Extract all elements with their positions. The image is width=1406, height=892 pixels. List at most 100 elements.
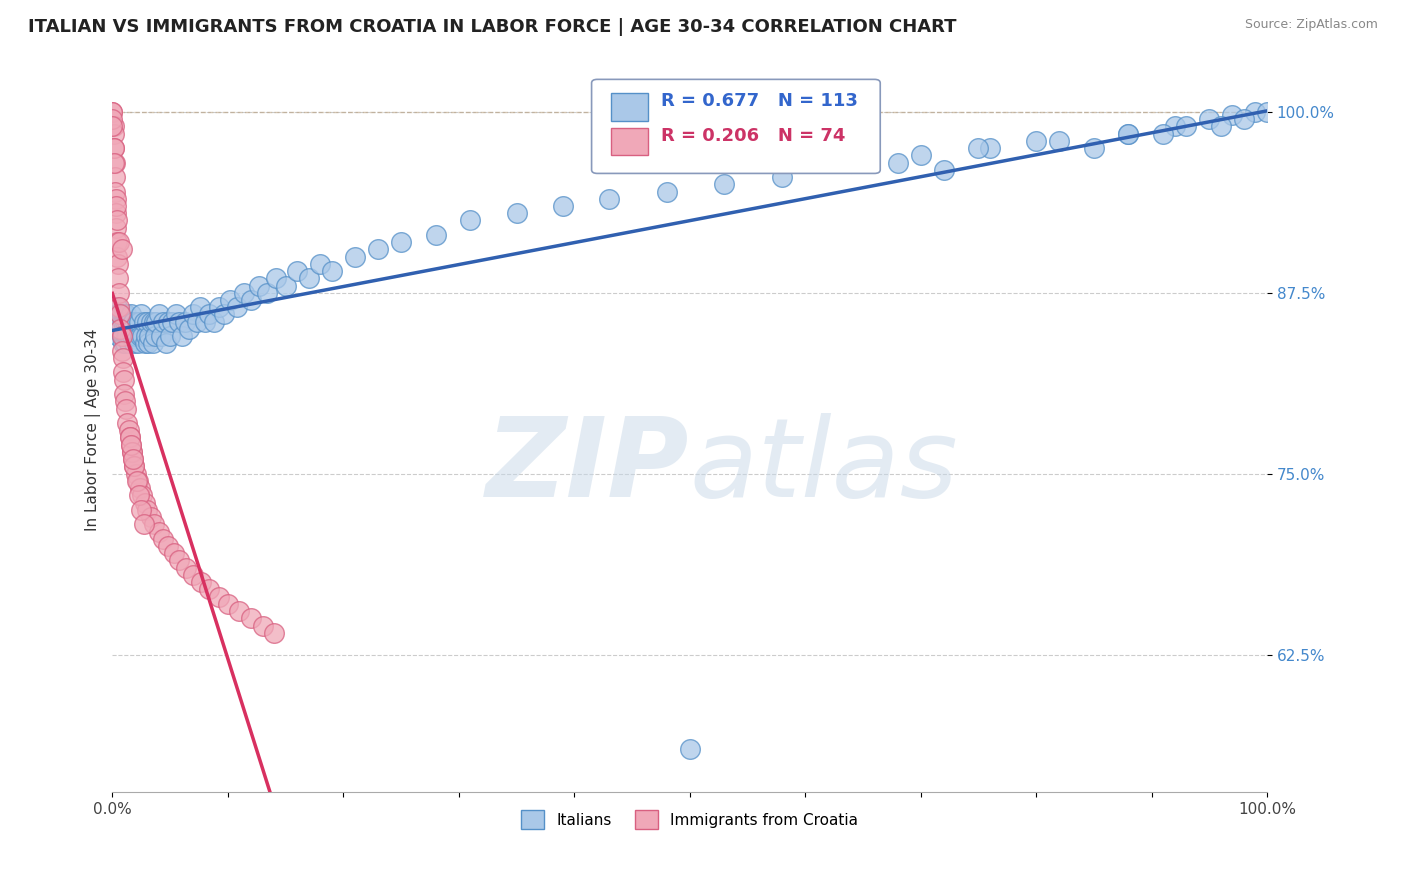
Point: [425, 227, 447, 242]
Point: [129, 503, 152, 517]
Point: [124, 329, 146, 343]
Point: [131, 488, 153, 502]
Point: [190, 575, 212, 590]
Point: [108, 315, 131, 329]
Point: [239, 293, 262, 307]
Point: [247, 278, 270, 293]
Point: [1233, 112, 1256, 127]
Point: [134, 495, 156, 509]
Point: [186, 315, 208, 329]
Point: [131, 329, 153, 343]
Point: [111, 365, 134, 379]
Point: [770, 169, 793, 184]
Point: [114, 394, 136, 409]
Point: [214, 308, 236, 322]
Point: [103, 155, 125, 169]
Point: [169, 553, 191, 567]
Point: [162, 315, 184, 329]
Point: [132, 315, 155, 329]
Point: [107, 271, 129, 285]
Point: [148, 308, 170, 322]
Point: [104, 155, 127, 169]
Point: [104, 220, 127, 235]
Point: [111, 308, 134, 322]
Point: [127, 474, 149, 488]
Point: [108, 235, 131, 249]
Point: [841, 155, 863, 169]
Point: [169, 315, 191, 329]
FancyBboxPatch shape: [612, 128, 648, 155]
Point: [110, 322, 132, 336]
Point: [105, 315, 128, 329]
Point: [117, 336, 139, 351]
Point: [129, 481, 152, 495]
Point: [115, 329, 138, 343]
Point: [135, 329, 157, 343]
Point: [101, 120, 124, 134]
Point: [118, 329, 141, 343]
Point: [114, 315, 136, 329]
Point: [107, 329, 129, 343]
Point: [156, 539, 179, 553]
Point: [1152, 127, 1174, 141]
Point: [103, 120, 125, 134]
Point: [194, 315, 217, 329]
Point: [198, 308, 221, 322]
Point: [1163, 120, 1185, 134]
Point: [152, 532, 174, 546]
Point: [112, 373, 135, 387]
Point: [202, 315, 225, 329]
Point: [108, 300, 131, 314]
Point: [239, 611, 262, 625]
Point: [679, 741, 702, 756]
Point: [122, 452, 145, 467]
Point: [101, 104, 124, 119]
Point: [124, 459, 146, 474]
Y-axis label: In Labor Force | Age 30-34: In Labor Force | Age 30-34: [86, 329, 101, 532]
Point: [132, 517, 155, 532]
Point: [138, 329, 160, 343]
Point: [105, 213, 128, 227]
Point: [886, 155, 908, 169]
Point: [108, 285, 131, 300]
Point: [122, 452, 145, 467]
Point: [1256, 104, 1278, 119]
Point: [125, 474, 148, 488]
Point: [1198, 112, 1220, 127]
Point: [110, 308, 132, 322]
Point: [120, 438, 142, 452]
Point: [148, 524, 170, 539]
Point: [1025, 134, 1047, 148]
Point: [104, 308, 127, 322]
Point: [111, 329, 134, 343]
Point: [105, 235, 128, 249]
Point: [1118, 127, 1140, 141]
Point: [217, 597, 239, 611]
Point: [117, 423, 139, 437]
Point: [118, 430, 141, 444]
Point: [117, 416, 139, 430]
Point: [1175, 120, 1198, 134]
Point: [134, 336, 156, 351]
Point: [111, 315, 134, 329]
Point: [343, 250, 366, 264]
Point: [111, 243, 134, 257]
Point: [111, 351, 134, 365]
Point: [124, 459, 146, 474]
Point: [1083, 141, 1105, 155]
Point: [128, 315, 150, 329]
Point: [208, 590, 231, 604]
Point: [120, 438, 142, 452]
Point: [1244, 104, 1267, 119]
Point: [177, 322, 200, 336]
Point: [110, 308, 132, 322]
Point: [505, 206, 527, 220]
Point: [108, 322, 131, 336]
Point: [118, 315, 141, 329]
Point: [226, 300, 249, 314]
Point: [162, 546, 184, 560]
Point: [115, 308, 138, 322]
Point: [256, 285, 278, 300]
Point: [143, 329, 166, 343]
Point: [111, 329, 134, 343]
